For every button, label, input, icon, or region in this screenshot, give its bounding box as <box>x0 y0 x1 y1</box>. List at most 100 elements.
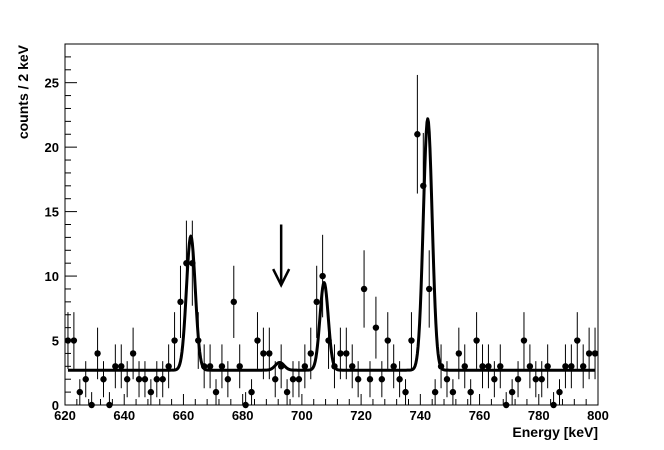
data-point <box>408 337 415 344</box>
data-points <box>64 74 599 409</box>
data-point <box>402 388 409 396</box>
x-tick-label: 760 <box>469 408 491 423</box>
data-point <box>230 298 237 306</box>
data-point <box>141 376 149 383</box>
data-point <box>283 388 291 396</box>
x-tick-label: 660 <box>173 408 195 423</box>
data-point <box>337 350 344 357</box>
data-point <box>431 388 439 396</box>
x-axis-title: Energy [keV] <box>512 424 598 440</box>
data-point <box>153 376 160 383</box>
data-point <box>272 376 279 383</box>
x-tick-label: 680 <box>232 408 254 423</box>
data-point <box>491 376 498 383</box>
plot-frame <box>64 43 599 406</box>
data-point <box>325 337 332 344</box>
data-point <box>349 363 356 370</box>
data-point <box>200 363 208 370</box>
data-point <box>574 337 581 344</box>
y-tick-label: 0 <box>52 398 59 413</box>
data-point <box>591 350 599 357</box>
data-point <box>473 337 480 344</box>
x-tick-label: 800 <box>587 408 609 423</box>
data-point <box>354 376 362 383</box>
data-point <box>526 363 534 370</box>
data-point <box>455 350 463 357</box>
data-point <box>514 376 522 383</box>
data-point <box>195 337 202 344</box>
data-point <box>159 376 166 383</box>
data-point <box>135 376 143 383</box>
data-point <box>307 350 314 357</box>
data-point <box>64 337 72 344</box>
x-tick-label: 620 <box>54 408 76 423</box>
data-point <box>118 363 125 370</box>
data-point <box>171 337 178 344</box>
data-point <box>147 388 155 396</box>
data-point <box>384 337 391 344</box>
data-point <box>585 350 593 357</box>
data-point <box>112 363 119 370</box>
data-point <box>248 388 255 396</box>
data-point <box>562 363 569 370</box>
data-point <box>449 388 457 396</box>
data-point <box>479 363 486 370</box>
data-point <box>390 363 397 370</box>
data-point <box>295 376 303 383</box>
annotations <box>272 224 291 288</box>
data-point <box>189 259 196 267</box>
data-point <box>76 388 84 396</box>
data-point <box>414 131 421 138</box>
data-point <box>254 337 261 344</box>
y-tick-label: 20 <box>45 140 59 155</box>
fit-curve-group <box>67 117 596 372</box>
data-point <box>508 388 516 396</box>
y-axis-title: counts / 2 keV <box>15 44 31 139</box>
data-point <box>123 376 131 383</box>
data-point <box>556 388 563 396</box>
data-point <box>224 376 232 383</box>
data-point <box>544 363 551 370</box>
data-point <box>366 376 374 383</box>
x-tick-label: 780 <box>528 408 550 423</box>
data-point <box>485 363 492 370</box>
data-point <box>94 350 101 357</box>
data-point <box>100 376 107 383</box>
data-point <box>313 298 320 306</box>
data-point <box>426 285 433 293</box>
x-tick-label: 700 <box>291 408 313 423</box>
data-point <box>266 350 273 357</box>
data-point <box>520 337 528 344</box>
data-point <box>319 272 326 280</box>
y-tick-label: 5 <box>52 334 59 349</box>
arrow-head <box>272 268 291 288</box>
data-point <box>218 363 226 370</box>
data-point <box>497 363 504 370</box>
data-point <box>568 363 575 370</box>
data-point <box>461 363 468 370</box>
x-tick-label: 720 <box>350 408 372 423</box>
data-point <box>538 376 545 383</box>
fit-curve <box>67 117 596 372</box>
data-point <box>360 285 368 293</box>
data-point <box>331 363 338 370</box>
data-point <box>372 324 380 331</box>
data-point <box>206 363 214 370</box>
data-point <box>443 376 451 383</box>
data-point <box>579 363 587 370</box>
x-tick-label: 740 <box>409 408 431 423</box>
data-point <box>532 376 540 383</box>
y-tick-label: 25 <box>45 76 59 91</box>
data-point <box>420 182 427 190</box>
y-ticks: 0 5 10 15 20 25 <box>45 43 77 413</box>
data-point <box>437 363 445 370</box>
y-tick-label: 10 <box>45 269 59 284</box>
y-tick-label: 15 <box>45 205 59 220</box>
data-point <box>70 337 78 344</box>
data-point <box>467 388 474 396</box>
data-point <box>129 350 137 357</box>
data-point <box>82 376 89 383</box>
data-point <box>396 376 403 383</box>
data-point <box>212 388 220 396</box>
